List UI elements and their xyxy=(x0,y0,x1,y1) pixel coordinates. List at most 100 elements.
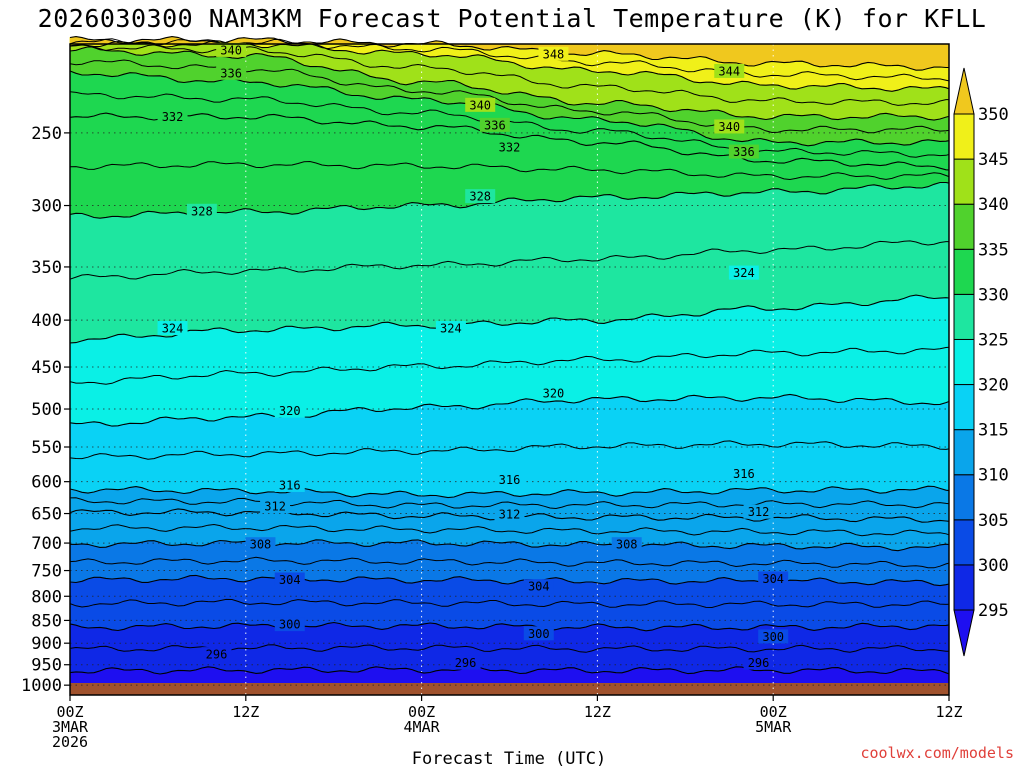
colorbar-label-335: 335 xyxy=(978,240,1009,260)
contour-label-bg xyxy=(611,537,642,552)
contour-label-group-11: 328 xyxy=(186,203,217,218)
colorbar-swatch-345 xyxy=(953,113,975,160)
y-tick-label-1000: 1000 xyxy=(21,676,62,696)
x-tick-label-12-0: 12Z xyxy=(232,703,259,721)
contour-label-group-23: 308 xyxy=(245,537,276,552)
contour-line-296 xyxy=(69,665,950,675)
colorbar-swatch-305 xyxy=(953,474,975,521)
contour-label-bg xyxy=(728,144,759,159)
contour-label-300: 300 xyxy=(279,618,301,632)
colorbar-label-330: 330 xyxy=(978,285,1009,305)
colorbar-label-340: 340 xyxy=(978,195,1009,215)
contour-label-312: 312 xyxy=(264,500,286,514)
contour-label-bg xyxy=(479,117,510,132)
contour-label-296: 296 xyxy=(748,656,770,670)
contour-label-bg xyxy=(435,321,466,336)
colorbar-label-310: 310 xyxy=(978,466,1009,486)
colorbar-bottom-arrow xyxy=(953,609,975,657)
contour-label-340: 340 xyxy=(469,98,491,112)
y-tick-label-250: 250 xyxy=(31,124,62,144)
contour-layer xyxy=(69,36,950,675)
colorbar-swatch-330 xyxy=(953,248,975,295)
contour-label-bg xyxy=(758,571,789,586)
colorbar-swatch-340 xyxy=(953,158,975,205)
contour-label-group-25: 304 xyxy=(274,572,305,587)
contour-label-300: 300 xyxy=(762,630,784,644)
contour-label-group-9: 336 xyxy=(728,144,759,159)
contour-line-334 xyxy=(69,91,950,158)
contour-label-group-20: 312 xyxy=(260,499,291,514)
contour-label-group-29: 300 xyxy=(523,626,554,641)
contour-line-330 xyxy=(69,160,950,181)
contour-label-316: 316 xyxy=(499,473,521,487)
y-tick-label-750: 750 xyxy=(31,562,62,582)
credit-text: coolwx.com/models xyxy=(860,744,1014,762)
x-tick-label-24-0: 00Z xyxy=(408,703,435,721)
contour-label-group-14: 324 xyxy=(435,321,466,336)
contour-label-group-8: 340 xyxy=(714,119,745,134)
y-tick-label-850: 850 xyxy=(31,611,62,631)
contour-label-group-24: 308 xyxy=(611,537,642,552)
contour-line-318 xyxy=(69,440,950,460)
contour-label-bg xyxy=(714,119,745,134)
contour-line-322 xyxy=(69,346,950,385)
colorbar-label-325: 325 xyxy=(978,330,1009,350)
colorbar: 295 300 305 310 315 320 325 330 335 340 345 350 xyxy=(953,67,1009,657)
colorbar-label-300: 300 xyxy=(978,556,1009,576)
contour-line-324 xyxy=(69,294,950,344)
contour-line-300 xyxy=(69,621,950,632)
colorbar-swatch-310 xyxy=(953,429,975,476)
contour-label-group-31: 296 xyxy=(201,647,232,662)
contour-label-bg xyxy=(494,139,525,154)
contour-line-306 xyxy=(69,556,950,569)
grid-layer xyxy=(70,44,949,695)
contour-label-bg xyxy=(216,65,247,80)
contour-label-group-10: 328 xyxy=(465,189,496,204)
y-tick-label-400: 400 xyxy=(31,311,62,331)
contour-label-group-28: 300 xyxy=(274,617,305,632)
colorbar-label-315: 315 xyxy=(978,421,1009,441)
contour-label-bg xyxy=(743,504,774,519)
colorbar-label-345: 345 xyxy=(978,150,1009,170)
contour-line-302 xyxy=(69,598,950,609)
contour-label-bg xyxy=(157,109,188,124)
contour-label-group-7: 332 xyxy=(494,139,525,154)
contour-label-bg xyxy=(186,203,217,218)
contour-label-304: 304 xyxy=(279,573,301,587)
contour-label-group-1: 336 xyxy=(216,65,247,80)
contour-label-bg xyxy=(274,477,305,492)
contour-label-group-16: 320 xyxy=(274,403,305,418)
contour-label-bg xyxy=(274,572,305,587)
axes-layer: 250 300 350 400 450 500 550 600 650 700 750 800 850 9… xyxy=(21,124,963,751)
contour-line-344 xyxy=(69,40,950,92)
y-tick-label-900: 900 xyxy=(31,634,62,654)
contour-label-340: 340 xyxy=(220,43,242,57)
contour-label-bg xyxy=(216,42,247,57)
x-tick-label-36-0: 12Z xyxy=(584,703,611,721)
contour-label-bg xyxy=(728,265,759,280)
contour-label-bg xyxy=(274,617,305,632)
contour-label-group-4: 344 xyxy=(714,63,745,78)
contour-label-bg xyxy=(465,97,496,112)
contour-label-bg xyxy=(523,579,554,594)
contour-label-bg xyxy=(494,507,525,522)
x-tick-label-0-1: 3MAR xyxy=(52,718,89,736)
contour-label-bg xyxy=(494,472,525,487)
contour-label-group-32: 296 xyxy=(450,655,481,670)
contour-label-group-22: 312 xyxy=(743,504,774,519)
contour-label-316: 316 xyxy=(733,467,755,481)
contour-label-336: 336 xyxy=(484,118,506,132)
contour-label-group-27: 304 xyxy=(758,571,789,586)
contour-label-308: 308 xyxy=(616,538,638,552)
y-tick-label-300: 300 xyxy=(31,197,62,217)
colorbar-label-295: 295 xyxy=(978,601,1009,621)
y-tick-label-600: 600 xyxy=(31,473,62,493)
x-tick-label-60-0: 12Z xyxy=(935,703,962,721)
contour-line-304 xyxy=(69,574,950,587)
contour-label-312: 312 xyxy=(499,508,521,522)
contour-label-bg xyxy=(260,499,291,514)
contour-label-bg xyxy=(743,655,774,670)
contour-line-328 xyxy=(69,181,950,219)
contour-label-group-6: 336 xyxy=(479,117,510,132)
colorbar-swatch-320 xyxy=(953,338,975,386)
